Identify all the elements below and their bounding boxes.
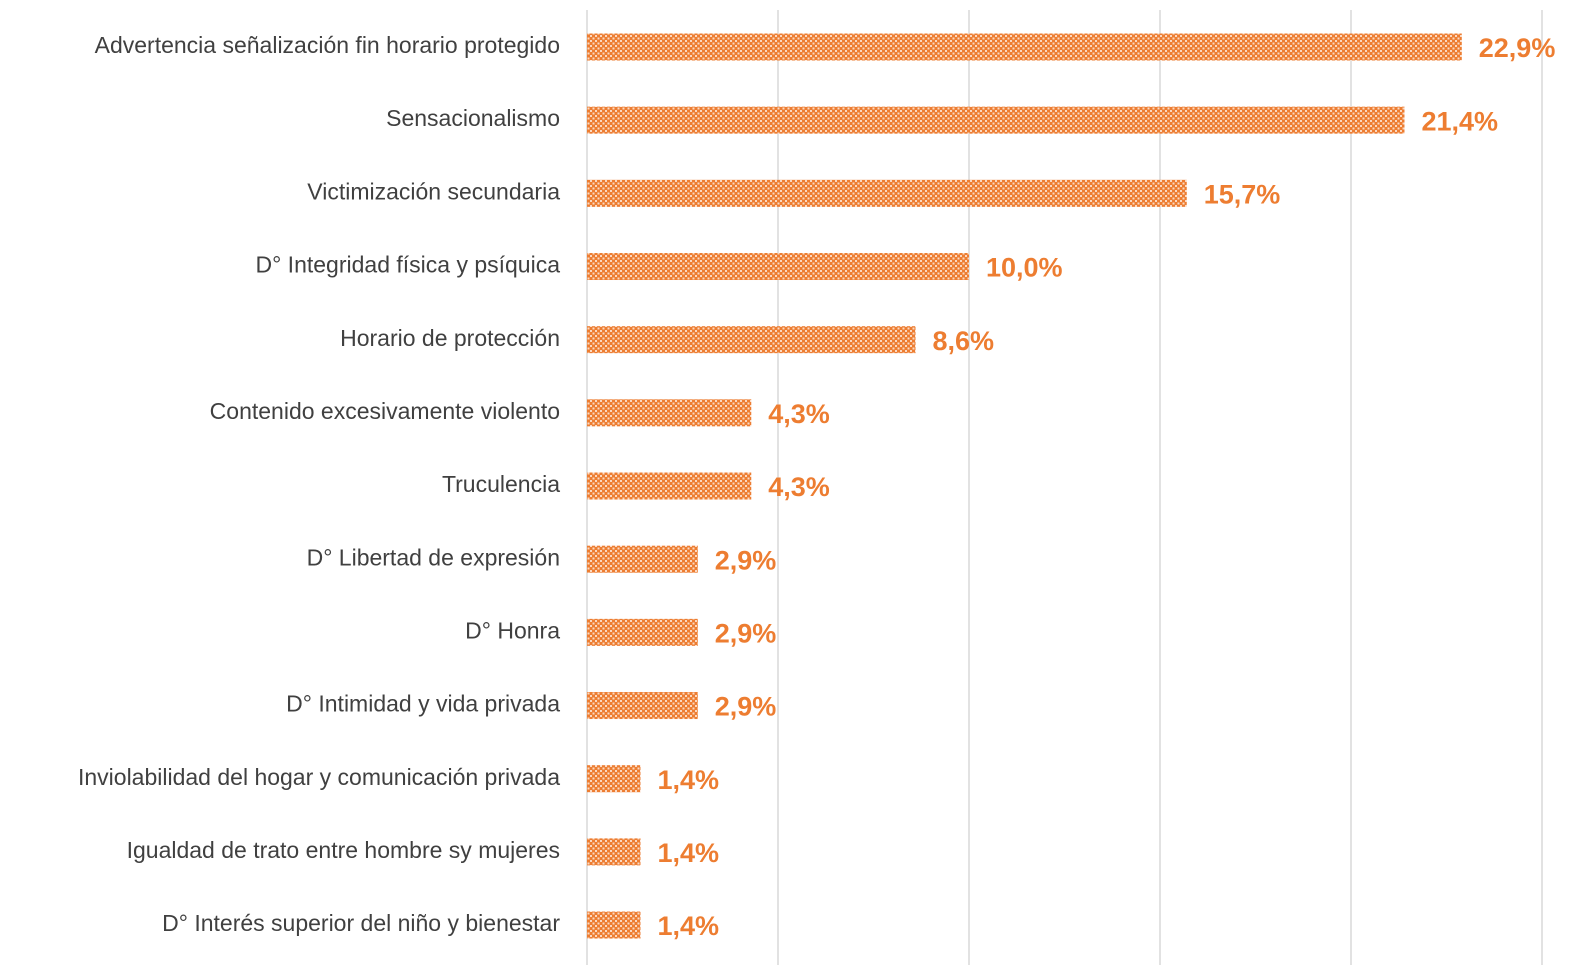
bar	[587, 33, 1462, 61]
value-label: 22,9%	[1479, 33, 1556, 63]
category-label: Truculencia	[442, 471, 560, 497]
bar	[587, 765, 641, 793]
category-label: D° Intimidad y vida privada	[286, 691, 560, 717]
value-label: 1,4%	[657, 765, 719, 795]
category-label: Contenido excesivamente violento	[210, 398, 560, 424]
bar	[587, 106, 1405, 134]
bar	[587, 399, 752, 427]
value-label: 10,0%	[986, 253, 1063, 283]
category-label: D° Integridad física y psíquica	[255, 252, 560, 278]
category-label: Sensacionalismo	[386, 105, 560, 131]
category-label: Igualdad de trato entre hombre sy mujere…	[127, 837, 560, 863]
bar	[587, 618, 698, 646]
category-label: D° Honra	[465, 617, 560, 643]
value-label: 1,4%	[657, 838, 719, 868]
value-label: 2,9%	[715, 618, 777, 648]
category-label: Inviolabilidad del hogar y comunicación …	[78, 764, 560, 790]
value-label: 2,9%	[715, 692, 777, 722]
value-label: 4,3%	[768, 472, 830, 502]
value-label: 21,4%	[1421, 106, 1498, 136]
bar	[587, 326, 916, 354]
category-label: D° Libertad de expresión	[307, 544, 560, 570]
bar	[587, 911, 641, 939]
bar	[587, 179, 1187, 207]
bar	[587, 692, 698, 720]
bar	[587, 838, 641, 866]
category-label: Victimización secundaria	[307, 178, 560, 204]
value-label: 8,6%	[933, 326, 995, 356]
value-label: 15,7%	[1204, 179, 1281, 209]
category-label: Advertencia señalización fin horario pro…	[95, 32, 560, 58]
value-label: 1,4%	[657, 911, 719, 941]
bar	[587, 253, 969, 281]
value-label: 2,9%	[715, 545, 777, 575]
value-label: 4,3%	[768, 399, 830, 429]
category-label: D° Interés superior del niño y bienestar	[162, 910, 560, 936]
bar	[587, 545, 698, 573]
bar	[587, 472, 752, 500]
category-label: Horario de protección	[340, 325, 560, 351]
